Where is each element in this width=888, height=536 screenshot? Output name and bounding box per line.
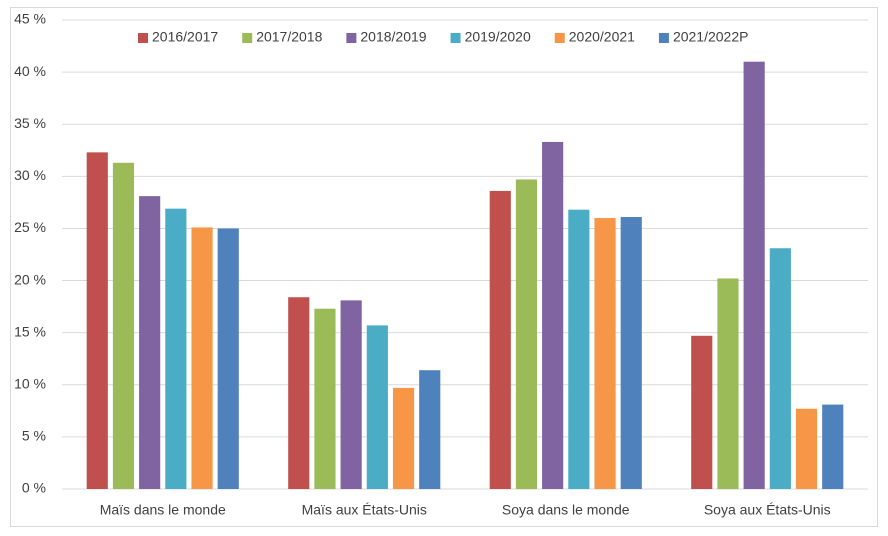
- x-tick-label: Soya dans le monde: [502, 502, 630, 518]
- bar: [542, 141, 564, 489]
- bar: [620, 216, 642, 490]
- bar: [743, 61, 765, 489]
- bar: [717, 278, 739, 489]
- legend-label: 2019/2020: [465, 29, 531, 45]
- y-tick-label: 40 %: [14, 63, 46, 79]
- x-tick-label: Soya aux États-Unis: [704, 502, 831, 518]
- bar: [515, 179, 538, 489]
- legend-swatch: [138, 33, 148, 43]
- legend-label: 2017/2018: [256, 29, 322, 45]
- bar: [139, 196, 161, 489]
- x-tick-label: Maïs aux États-Unis: [302, 502, 427, 518]
- bar: [165, 208, 187, 490]
- bar: [419, 370, 441, 489]
- bar: [489, 190, 511, 489]
- bar: [314, 308, 336, 489]
- bar: [191, 227, 213, 489]
- y-tick-label: 30 %: [14, 167, 46, 183]
- legend-swatch: [658, 33, 669, 43]
- y-tick-label: 35 %: [14, 115, 46, 131]
- legend-swatch: [346, 33, 357, 43]
- legend-label: 2016/2017: [152, 29, 218, 45]
- y-tick-label: 10 %: [14, 375, 46, 391]
- bar: [769, 248, 791, 489]
- bar: [822, 404, 844, 489]
- bar: [86, 152, 108, 489]
- y-tick-label: 15 %: [14, 323, 46, 339]
- y-tick-label: 20 %: [14, 271, 46, 287]
- bar: [340, 300, 362, 489]
- y-tick-label: 0 %: [22, 480, 46, 496]
- y-tick-label: 45 %: [14, 11, 46, 27]
- bar: [568, 209, 590, 489]
- y-tick-label: 25 %: [14, 219, 46, 235]
- bar: [392, 387, 415, 489]
- bar: [217, 228, 239, 489]
- bar: [691, 335, 713, 489]
- bar: [112, 162, 135, 490]
- legend-label: 2020/2021: [569, 29, 635, 45]
- bar: [594, 218, 616, 489]
- bar: [795, 408, 818, 489]
- legend-label: 2018/2019: [360, 29, 426, 45]
- legend-swatch: [242, 33, 253, 43]
- x-tick-label: Maïs dans le monde: [100, 502, 226, 518]
- legend-swatch: [450, 33, 461, 43]
- bar: [366, 325, 388, 489]
- legend-label: 2021/2022P: [673, 29, 749, 45]
- bar: [288, 297, 310, 489]
- y-tick-label: 5 %: [22, 428, 46, 444]
- legend-swatch: [554, 33, 565, 43]
